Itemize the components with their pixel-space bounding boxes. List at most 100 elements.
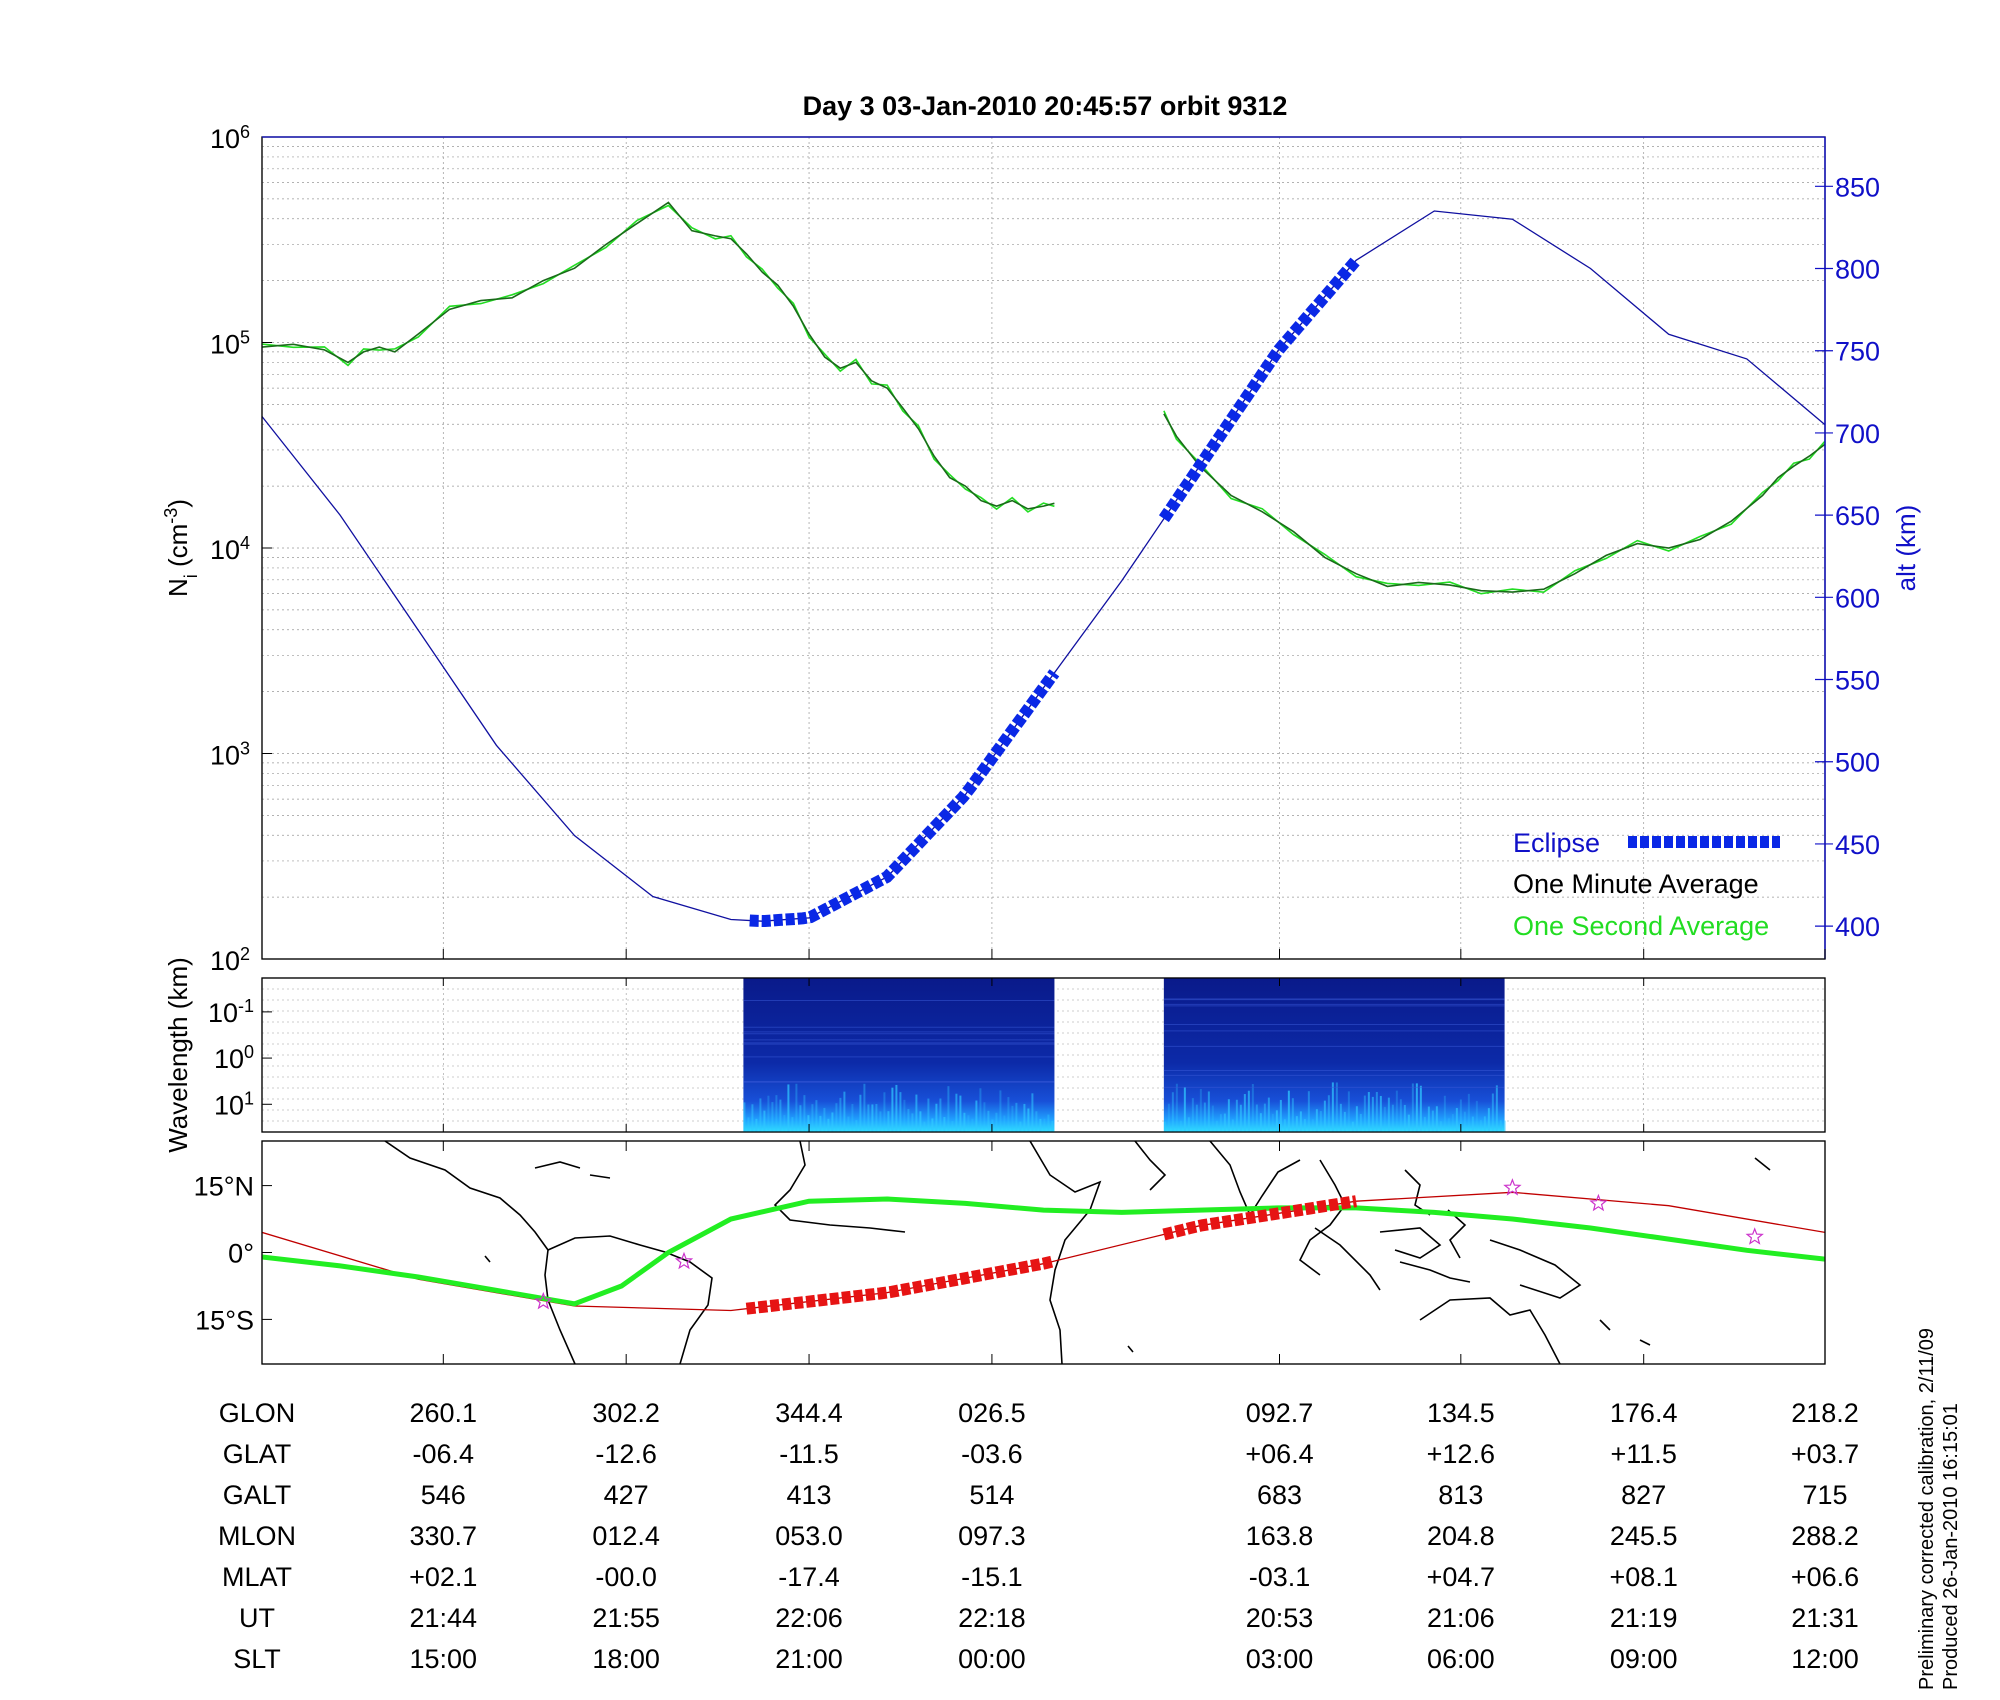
altitude-ytick-label-3: 550 — [1835, 666, 1880, 696]
table-cell: 163.8 — [1245, 1521, 1314, 1551]
table-cell: 026.5 — [958, 1398, 1026, 1428]
legend-one-minute: One Minute Average — [1513, 869, 1759, 899]
table-cell: 06:00 — [1427, 1644, 1495, 1674]
map-star-0 — [534, 1291, 553, 1310]
table-cell: 218.2 — [1791, 1398, 1859, 1428]
map-star-1 — [674, 1251, 694, 1270]
table-cell: +11.5 — [1610, 1439, 1677, 1469]
table-cell: 22:06 — [775, 1603, 843, 1633]
altitude-ytick-label-4: 600 — [1835, 583, 1880, 613]
legend: Eclipse One Minute Average One Second Av… — [1513, 828, 1780, 941]
eclipse-segment-1 — [1158, 256, 1361, 523]
spectrogram-panel: 10-1 100 101 Wavelength (km) — [163, 957, 1826, 1153]
table-cell: -03.6 — [961, 1439, 1023, 1469]
spectrogram-ytick-label-1: 100 — [214, 1042, 254, 1074]
table-cell: 20:53 — [1245, 1603, 1314, 1633]
table-cell: 21:44 — [409, 1603, 478, 1633]
table-cell: 15:00 — [409, 1644, 478, 1674]
density-ylabel: Ni (cm-3) — [161, 499, 201, 597]
altitude-ylabel: alt (km) — [1891, 505, 1921, 592]
table-cell: 21:06 — [1427, 1603, 1495, 1633]
table-cell: 09:00 — [1609, 1644, 1678, 1674]
table-row-label-galt: GALT — [222, 1480, 292, 1510]
table-cell: -12.6 — [595, 1439, 657, 1469]
altitude-ytick-label-5: 650 — [1835, 501, 1880, 531]
density-panel: 102 103 104 105 106 400 450 500 550 600 650 700 750… — [161, 122, 1921, 976]
produced-note: Produced 26-Jan-2010 16:15:01 — [1940, 1403, 1962, 1690]
altitude-ytick-label-8: 800 — [1835, 255, 1880, 285]
table-cell: 00:00 — [958, 1644, 1026, 1674]
table-cell: 288.2 — [1791, 1521, 1859, 1551]
table-cell: 546 — [420, 1480, 466, 1510]
one-minute-average-line — [262, 201, 1825, 593]
table-cell: 427 — [603, 1480, 649, 1510]
altitude-ytick-label-0: 400 — [1835, 912, 1880, 942]
table-cell: +04.7 — [1426, 1562, 1495, 1592]
altitude-ytick-label-6: 700 — [1835, 419, 1880, 449]
eclipse-segment-0 — [749, 669, 1060, 928]
map-star-4 — [1745, 1227, 1764, 1245]
table-cell: -17.4 — [778, 1562, 840, 1592]
table-cell: -15.1 — [961, 1562, 1023, 1592]
table-cell: 813 — [1438, 1480, 1484, 1510]
map-y-ticks: 15°N 0° 15°S — [194, 1172, 272, 1335]
table-row-label-glat: GLAT — [222, 1439, 292, 1469]
table-cell: 827 — [1621, 1480, 1667, 1510]
table-cell: 21:00 — [775, 1644, 843, 1674]
table-cell: 21:19 — [1609, 1603, 1678, 1633]
table-cell: +03.7 — [1790, 1439, 1860, 1469]
table-cell: +08.1 — [1609, 1562, 1678, 1592]
spectrogram-y-ticks: 10-1 100 101 — [208, 996, 272, 1120]
legend-eclipse: Eclipse — [1513, 828, 1600, 858]
spectrogram-block-1 — [1163, 978, 1506, 1132]
table-row-label-slt: SLT — [233, 1644, 281, 1674]
spectrogram-block-0 — [743, 978, 1055, 1132]
table-cell: 204.8 — [1427, 1521, 1495, 1551]
altitude-ytick-label-7: 750 — [1835, 337, 1880, 367]
table-row-label-mlon: MLON — [217, 1521, 296, 1551]
table-cell: 012.4 — [592, 1521, 660, 1551]
table-cell: 413 — [786, 1480, 832, 1510]
spectrogram-ylabel: Wavelength (km) — [163, 957, 193, 1153]
altitude-ytick-label-1: 450 — [1835, 830, 1880, 860]
table-cell: 21:55 — [592, 1603, 660, 1633]
table-cell: -03.1 — [1248, 1562, 1311, 1592]
table-cell: 053.0 — [775, 1521, 843, 1551]
table-cell: 683 — [1256, 1480, 1303, 1510]
density-ytick-label-2: 104 — [210, 533, 250, 565]
density-ytick-label-0: 102 — [210, 944, 250, 976]
footer-note: Preliminary corrected calibration, 2/11/… — [1915, 1328, 1963, 1690]
table-cell: -06.4 — [412, 1439, 475, 1469]
eclipse-track-segment-1 — [1162, 1195, 1358, 1241]
map-panel: 15°N 0° 15°S — [194, 949, 1826, 1365]
density-ytick-label-1: 103 — [210, 739, 250, 771]
map-star-2 — [1503, 1178, 1522, 1196]
table-row-label-glon: GLON — [218, 1398, 296, 1428]
altitude-ytick-label-2: 500 — [1835, 748, 1880, 778]
density-y-ticks: 102 103 104 105 106 — [210, 122, 272, 976]
ground-track-line — [262, 1196, 1825, 1307]
table-cell: 344.4 — [775, 1398, 843, 1428]
table-cell: 18:00 — [592, 1644, 660, 1674]
table-cell: 302.2 — [592, 1398, 660, 1428]
spectrogram-data — [743, 978, 1506, 1132]
table-cell: 097.3 — [958, 1521, 1026, 1551]
table-cell: +12.6 — [1426, 1439, 1495, 1469]
calibration-note: Preliminary corrected calibration, 2/11/… — [1916, 1327, 1938, 1690]
altitude-y-ticks: 400 450 500 550 600 650 700 750 800 850 — [1815, 172, 1880, 942]
table-cell: 21:31 — [1791, 1603, 1859, 1633]
spectrogram-ytick-label-0: 10-1 — [208, 996, 254, 1028]
legend-one-second: One Second Average — [1513, 911, 1769, 941]
table-cell: -11.5 — [779, 1439, 839, 1469]
table-cell: 245.5 — [1609, 1521, 1678, 1551]
table-cell: +06.4 — [1245, 1439, 1314, 1469]
table-cell: 092.7 — [1245, 1398, 1314, 1428]
chart-title: Day 3 03-Jan-2010 20:45:57 orbit 9312 — [803, 91, 1288, 121]
table-row-label-mlat: MLAT — [221, 1562, 292, 1592]
table-cell: 134.5 — [1427, 1398, 1495, 1428]
table-cell: 715 — [1802, 1480, 1848, 1510]
map-ytick-label-1: 0° — [228, 1239, 254, 1269]
table-cell: -00.0 — [595, 1562, 657, 1592]
table-cell: 330.7 — [409, 1521, 478, 1551]
table-cell: +06.6 — [1790, 1562, 1860, 1592]
